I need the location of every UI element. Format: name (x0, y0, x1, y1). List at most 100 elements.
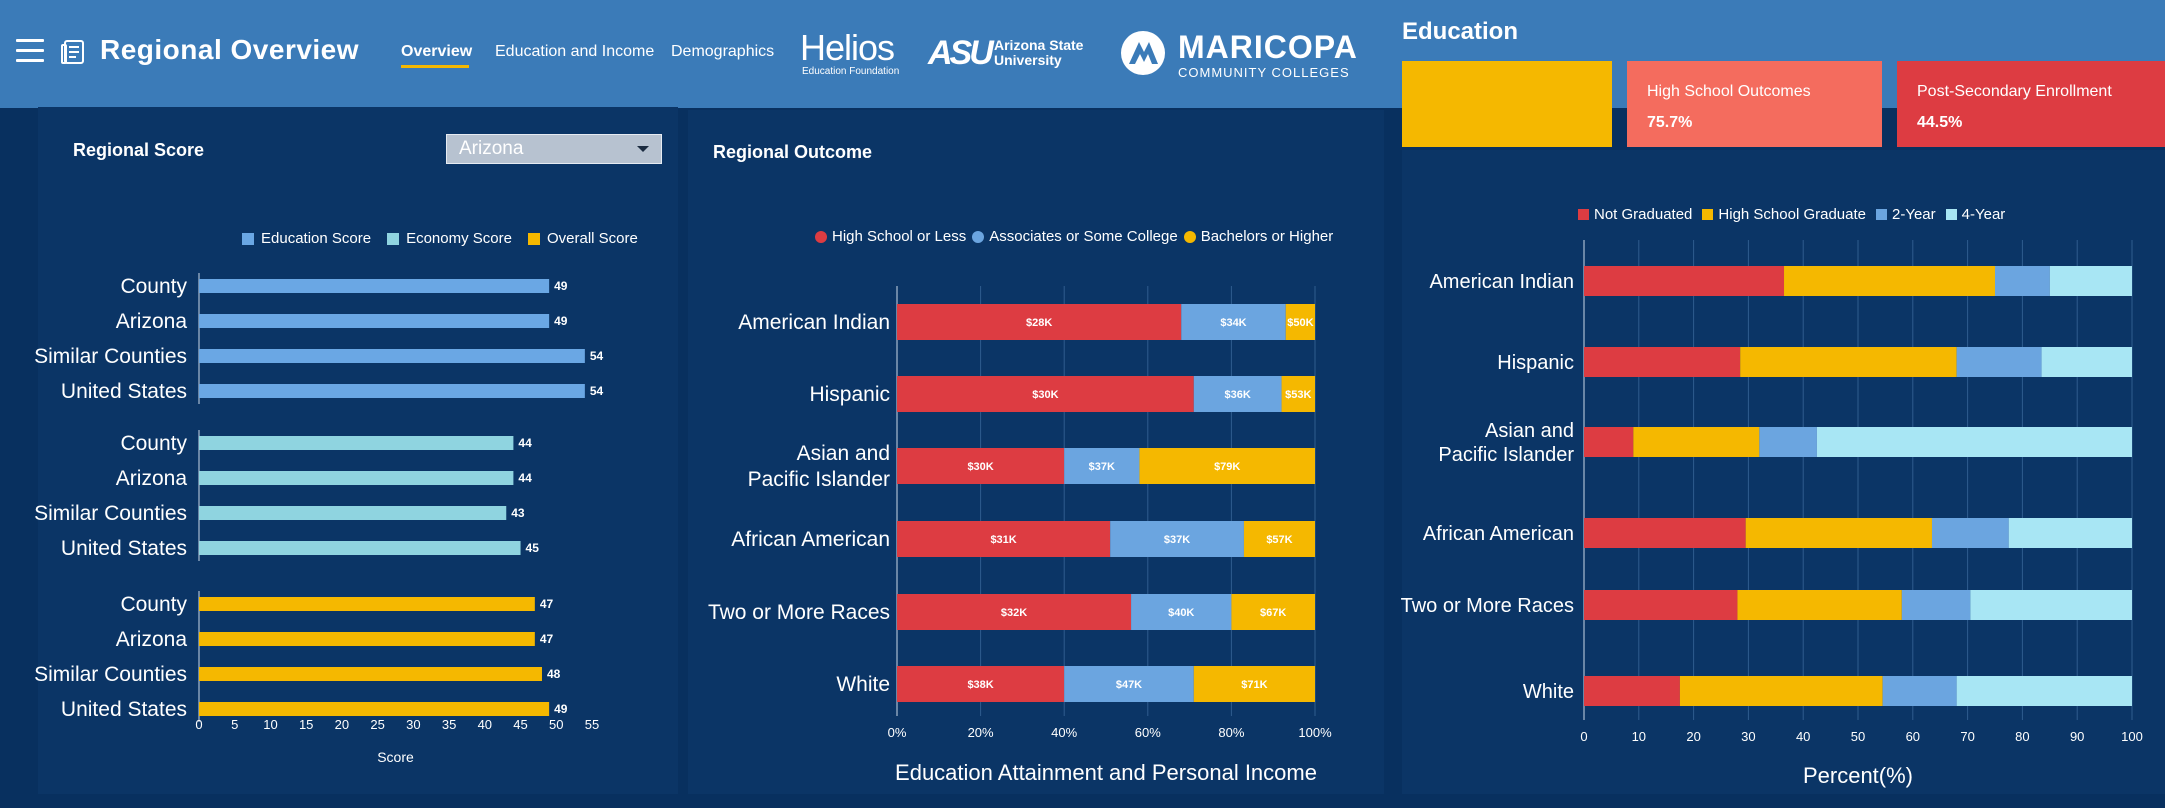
bar-high-school-graduate-white (1679, 676, 1883, 706)
regional-outcome-legend: High School or Less Associates or Some C… (815, 228, 1333, 245)
category-label-united-states: United States (61, 380, 187, 403)
high-school-outcomes-value: 75.7% (1647, 114, 1693, 131)
legend-bachelors: Bachelors or Higher (1200, 228, 1334, 245)
data-label-associates-or-some-college-american-indian: $34K (1220, 317, 1246, 329)
x-tick-0-pct: 0% (888, 725, 907, 740)
bar-economy-score-similar-counties (199, 506, 507, 520)
bar-2-year-african-american (1931, 518, 2009, 548)
legend-associates: Associates or Some College (989, 228, 1178, 245)
legend-swatch-education (242, 232, 254, 245)
bar-bachelors-or-higher-two-or-more-races (1231, 594, 1315, 630)
hamburger-menu-icon[interactable] (16, 39, 44, 63)
helios-logo: Helios Education Foundation (800, 27, 899, 78)
data-label-associates-or-some-college-asian-and-pacific-islander: $37K (1089, 461, 1115, 473)
education-card-blank (1402, 61, 1612, 147)
bar-bachelors-or-higher-hispanic (1281, 376, 1315, 412)
bar-education-score-arizona (199, 314, 550, 328)
bar-high-school-or-less-african-american (897, 521, 1111, 557)
value-label-economy-score-arizona: 44 (518, 471, 532, 485)
bar-bachelors-or-higher-asian-and-pacific-islander (1139, 448, 1315, 484)
data-label-high-school-or-less-hispanic: $30K (1032, 389, 1058, 401)
category-label-african-american: African American (731, 528, 890, 551)
category-label-united-states: United States (61, 537, 187, 560)
x-tick-70: 70 (1960, 729, 1974, 744)
bar-not-graduated-white (1584, 676, 1680, 706)
bar-high-school-or-less-white (897, 666, 1065, 702)
category-label-asian-and-pacific-islander-line2: Pacific Islander (1438, 444, 1574, 466)
bar-bachelors-or-higher-american-indian (1285, 304, 1315, 340)
x-tick-20: 20 (1686, 729, 1700, 744)
x-tick-50: 50 (549, 717, 563, 732)
bar-associates-or-some-college-two-or-more-races (1131, 594, 1232, 630)
region-dropdown[interactable]: Arizona (446, 134, 662, 164)
bar-overall-score-united-states (199, 702, 550, 716)
bar-not-graduated-american-indian (1584, 266, 1785, 296)
data-label-high-school-or-less-asian-and-pacific-islander: $30K (967, 461, 993, 473)
maricopa-logo-sub: COMMUNITY COLLEGES (1178, 65, 1350, 80)
category-label-arizona: Arizona (116, 310, 188, 333)
x-tick-30: 30 (406, 717, 420, 732)
value-label-economy-score-similar-counties: 43 (511, 506, 525, 520)
category-label-similar-counties: Similar Counties (34, 663, 187, 686)
category-label-white: White (1523, 681, 1574, 703)
legend-4-year: 4-Year (1961, 206, 2006, 223)
maricopa-logo: MARICOPA COMMUNITY COLLEGES (1120, 30, 1357, 81)
legend-swatch-4-year (1945, 209, 1957, 220)
category-label-two-or-more-races: Two or More Races (1401, 595, 1574, 617)
education-chart: American Indian Hispanic Asian andPacific … (1401, 240, 2143, 788)
category-label-asian-and-pacific-islander-line2: Pacific Islander (748, 468, 890, 491)
helios-logo-name: Helios (800, 27, 895, 68)
x-axis-title: Percent(%) (1803, 763, 1913, 788)
data-label-bachelors-or-higher-white: $71K (1241, 679, 1267, 691)
high-school-outcomes-card[interactable]: High School Outcomes 75.7% (1627, 61, 1882, 147)
bar-4-year-american-indian (2049, 266, 2132, 296)
x-tick-40-pct: 40% (1051, 725, 1077, 740)
bar-high-school-graduate-two-or-more-races (1737, 590, 1902, 620)
category-label-arizona: Arizona (116, 628, 188, 651)
category-label-american-indian: American Indian (738, 311, 890, 334)
x-tick-80-pct: 80% (1218, 725, 1244, 740)
post-secondary-enrollment-value: 44.5% (1917, 114, 1963, 131)
legend-economy-score: Economy Score (406, 230, 512, 247)
category-label-united-states: United States (61, 698, 187, 721)
region-dropdown-value: Arizona (459, 138, 524, 159)
legend-dot-bachelors (1183, 230, 1196, 243)
tab-education-and-income[interactable]: Education and Income (495, 43, 655, 60)
bar-4-year-asian-and-pacific-islander (1816, 427, 2132, 457)
chevron-down-icon (637, 146, 649, 152)
legend-education-score: Education Score (261, 230, 372, 247)
bar-overall-score-county (199, 597, 535, 611)
post-secondary-enrollment-card[interactable]: Post-Secondary Enrollment 44.5% (1897, 61, 2165, 147)
bar-high-school-graduate-african-american (1745, 518, 1932, 548)
data-label-bachelors-or-higher-asian-and-pacific-islander: $79K (1214, 461, 1240, 473)
category-label-hispanic: Hispanic (1497, 352, 1574, 374)
x-tick-60-pct: 60% (1135, 725, 1161, 740)
data-label-bachelors-or-higher-hispanic: $53K (1285, 389, 1311, 401)
value-label-education-score-county: 49 (554, 279, 568, 293)
regional-score-chart: 49 County 49 Arizona 54 Similar Counties 54 Uni… (34, 273, 604, 765)
bar-2-year-american-indian (1995, 266, 2050, 296)
bar-not-graduated-asian-and-pacific-islander (1584, 427, 1634, 457)
bar-not-graduated-hispanic (1584, 347, 1741, 377)
x-tick-60: 60 (1906, 729, 1920, 744)
post-secondary-enrollment-label: Post-Secondary Enrollment (1917, 83, 2112, 100)
bar-associates-or-some-college-asian-and-pacific-islander (1064, 448, 1140, 484)
tab-overview[interactable]: Overview (401, 43, 473, 60)
x-tick-45: 45 (513, 717, 527, 732)
category-label-asian-and-pacific-islander-line1: Asian and (1485, 420, 1574, 442)
legend-swatch-economy (387, 232, 400, 245)
category-label-arizona: Arizona (116, 467, 188, 490)
bar-associates-or-some-college-hispanic (1193, 376, 1282, 412)
category-label-hispanic: Hispanic (809, 383, 890, 406)
legend-swatch-overall (527, 232, 540, 245)
bar-not-graduated-two-or-more-races (1584, 590, 1738, 620)
x-tick-90: 90 (2070, 729, 2084, 744)
tab-demographics[interactable]: Demographics (671, 43, 775, 60)
value-label-overall-score-arizona: 47 (540, 632, 554, 646)
regional-outcome-title: Regional Outcome (713, 142, 873, 162)
data-label-associates-or-some-college-two-or-more-races: $40K (1168, 607, 1194, 619)
category-label-county: County (120, 432, 187, 455)
legend-dot-associates (972, 230, 985, 243)
category-label-county: County (120, 593, 187, 616)
legend-2-year: 2-Year (1892, 206, 1936, 223)
